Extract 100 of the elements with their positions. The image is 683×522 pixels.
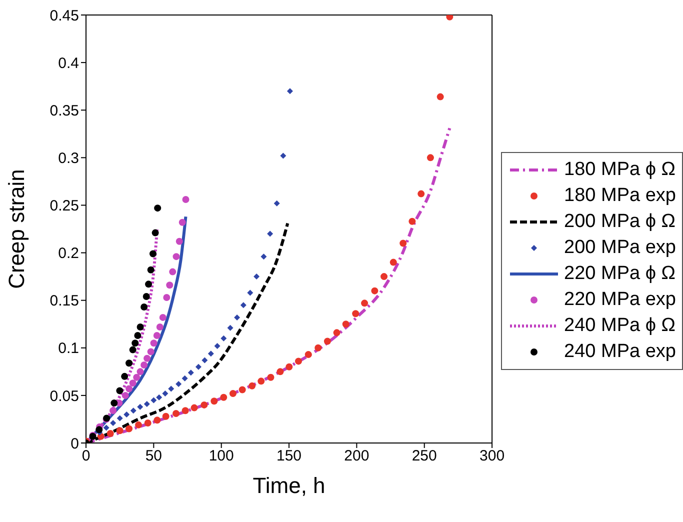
legend-label: 240 MPa exp — [564, 340, 676, 362]
point — [342, 320, 350, 328]
point — [133, 374, 140, 381]
point — [200, 401, 208, 408]
point — [238, 386, 246, 394]
point — [240, 302, 246, 308]
point — [234, 314, 240, 320]
x-tick-label: 150 — [276, 448, 302, 465]
x-tick-label: 100 — [208, 448, 234, 465]
point — [147, 266, 154, 274]
x-tick-label: 0 — [82, 448, 90, 465]
point — [227, 324, 234, 331]
point — [210, 398, 218, 405]
point — [156, 323, 164, 330]
point — [144, 420, 152, 427]
point — [136, 368, 144, 376]
point — [324, 338, 331, 345]
point — [208, 350, 214, 357]
point — [286, 363, 293, 370]
y-tick-label: 0.45 — [50, 7, 79, 24]
point — [436, 93, 444, 100]
point — [149, 250, 156, 258]
legend-label: 180 MPa exp — [564, 184, 676, 206]
point — [116, 427, 124, 434]
point — [229, 390, 236, 398]
y-tick-label: 0.1 — [58, 340, 79, 358]
point — [304, 351, 312, 358]
point — [106, 430, 114, 437]
point — [254, 274, 260, 280]
legend-label: 180 MPa ϕ Ω — [564, 158, 676, 180]
point — [116, 387, 124, 394]
point — [294, 358, 302, 365]
point — [182, 407, 189, 414]
point — [116, 415, 123, 422]
y-tick-label: 0.35 — [50, 102, 79, 120]
point — [162, 412, 170, 420]
y-tick-label: 0.3 — [58, 150, 79, 167]
point — [147, 348, 154, 356]
x-tick-label: 250 — [412, 448, 437, 465]
point — [267, 374, 274, 381]
x-axis-title: Time, h — [252, 473, 326, 498]
point — [140, 303, 148, 310]
point — [276, 368, 284, 376]
point — [214, 342, 220, 349]
point — [152, 229, 159, 236]
point — [195, 364, 202, 370]
point — [220, 394, 228, 401]
legend-label: 240 MPa ϕ Ω — [564, 314, 676, 336]
point — [154, 204, 162, 212]
point — [190, 404, 198, 412]
point — [220, 335, 227, 342]
point — [150, 397, 157, 404]
point — [446, 15, 454, 20]
point — [122, 392, 129, 399]
point — [145, 280, 152, 288]
point — [144, 401, 150, 408]
point — [172, 253, 180, 260]
y-tick-label: 0 — [70, 435, 79, 452]
point — [96, 426, 103, 434]
point — [178, 218, 186, 226]
point — [126, 360, 133, 367]
point — [182, 375, 188, 382]
point — [333, 329, 340, 336]
point — [103, 424, 110, 431]
point — [153, 332, 160, 340]
point — [247, 290, 254, 296]
point — [132, 340, 139, 347]
point — [176, 381, 182, 388]
point — [371, 287, 378, 294]
point — [361, 300, 368, 307]
point — [134, 332, 142, 340]
x-tick-label: 300 — [480, 448, 505, 465]
x-tick-label: 200 — [344, 448, 370, 465]
point — [188, 370, 194, 376]
x-tick-label: 50 — [145, 448, 162, 465]
point — [258, 378, 265, 385]
point — [110, 400, 118, 407]
legend-label: 220 MPa exp — [564, 288, 676, 310]
point — [130, 408, 136, 414]
point — [352, 310, 360, 318]
point — [380, 273, 388, 280]
point — [286, 88, 293, 94]
point — [169, 268, 176, 276]
y-tick-label: 0.15 — [50, 292, 79, 310]
point — [156, 394, 162, 400]
point — [426, 154, 434, 162]
point — [408, 218, 416, 225]
legend-label: 220 MPa ϕ Ω — [564, 262, 676, 284]
point — [248, 382, 256, 390]
point — [163, 294, 170, 301]
point — [202, 357, 208, 364]
point — [172, 410, 180, 418]
point — [418, 190, 425, 198]
point — [121, 372, 128, 380]
point — [154, 416, 161, 424]
point — [166, 282, 174, 289]
point — [159, 314, 166, 321]
point — [124, 411, 130, 418]
point — [314, 344, 322, 352]
point — [110, 420, 116, 426]
